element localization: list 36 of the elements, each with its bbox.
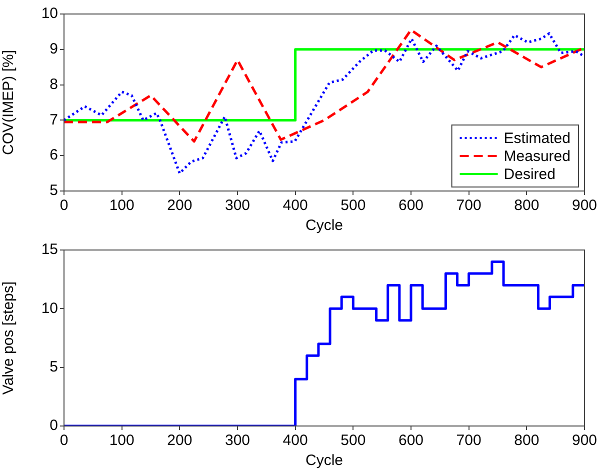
legend-label: Estimated xyxy=(504,130,570,148)
y-tick-label: 0 xyxy=(50,417,58,434)
y-tick-label: 8 xyxy=(50,76,58,93)
y-tick-label: 6 xyxy=(50,146,58,164)
x-tick-label: 800 xyxy=(514,432,540,450)
x-tick-label: 300 xyxy=(224,432,250,450)
y-tick-label: 10 xyxy=(41,300,58,317)
x-tick-label: 700 xyxy=(456,432,482,450)
x-tick-label: 200 xyxy=(167,432,192,450)
y-axis-title: COV(IMEP) [%] xyxy=(0,50,18,156)
legend-label: Desired xyxy=(504,166,556,184)
y-tick-label: 5 xyxy=(50,358,58,376)
x-tick-label: 400 xyxy=(282,197,308,214)
x-axis-title: Cycle xyxy=(305,452,343,470)
x-tick-label: 500 xyxy=(340,197,366,214)
y-axis-title: Valve pos [steps] xyxy=(0,281,18,395)
y-tick-label: 10 xyxy=(41,5,58,22)
x-tick-label: 100 xyxy=(109,197,134,214)
x-tick-label: 900 xyxy=(572,197,597,214)
x-tick-label: 600 xyxy=(398,432,424,450)
legend-label: Measured xyxy=(504,148,570,166)
y-tick-label: 15 xyxy=(41,241,58,258)
y-tick-label: 5 xyxy=(50,182,58,200)
y-tick-label: 9 xyxy=(50,40,58,58)
y-tick-label: 7 xyxy=(50,111,58,128)
line-series xyxy=(64,28,584,143)
x-tick-label: 500 xyxy=(340,432,366,450)
x-tick-label: 600 xyxy=(398,197,424,214)
x-tick-label: 200 xyxy=(167,197,192,214)
x-tick-label: 400 xyxy=(282,432,308,450)
x-tick-label: 900 xyxy=(572,432,597,450)
x-axis-title: Cycle xyxy=(305,217,343,234)
x-tick-label: 100 xyxy=(109,432,134,450)
x-tick-label: 800 xyxy=(514,197,540,214)
x-tick-label: 300 xyxy=(224,197,250,214)
x-tick-label: 700 xyxy=(456,197,482,214)
